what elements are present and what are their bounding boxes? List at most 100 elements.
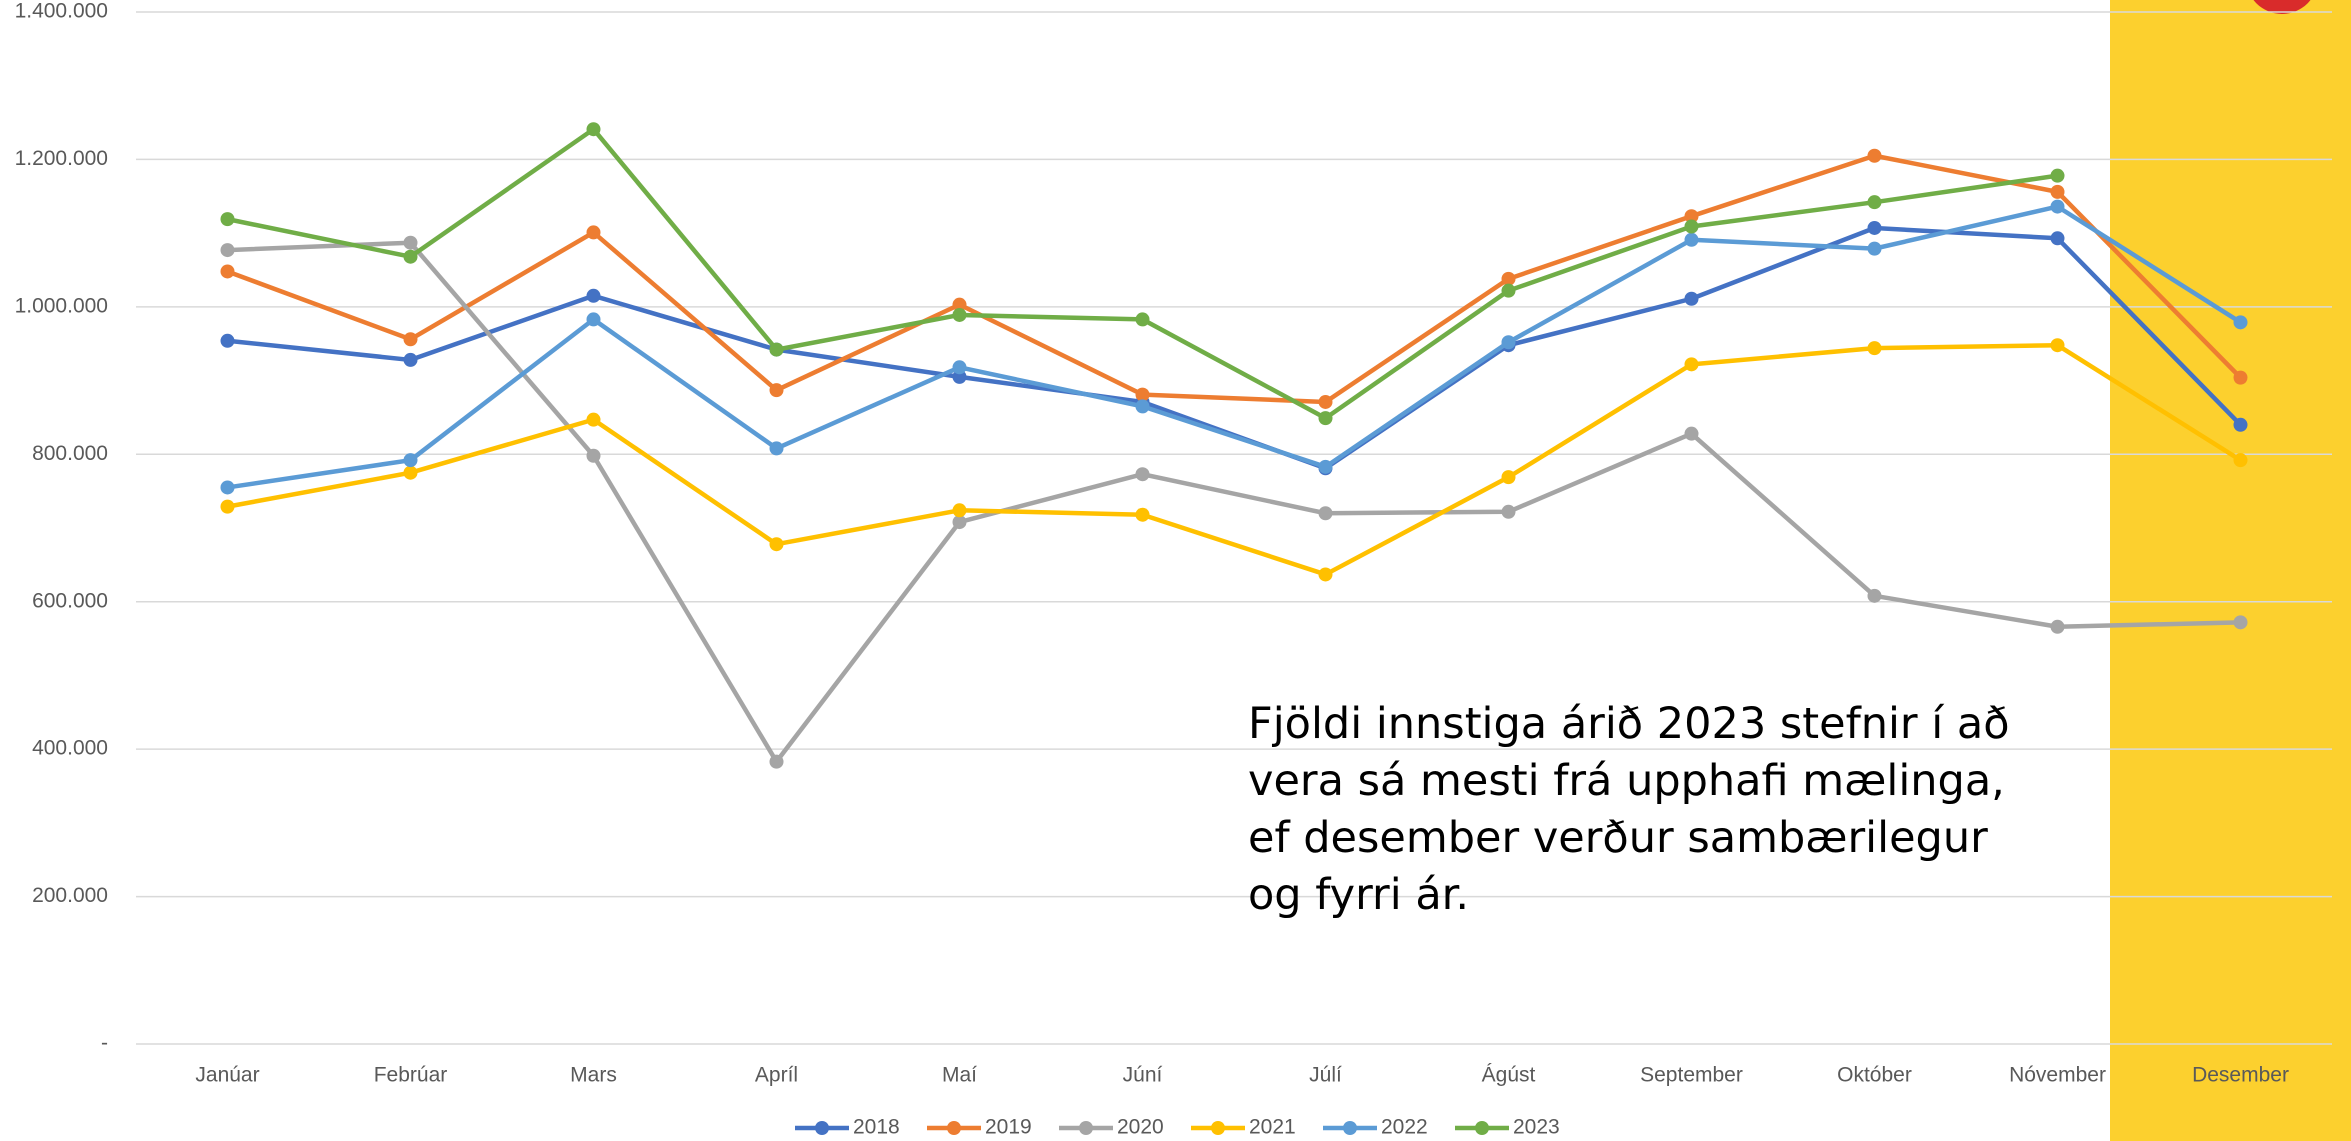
- data-point: [403, 249, 418, 264]
- legend-marker: [1475, 1121, 1489, 1135]
- data-point: [586, 412, 601, 427]
- x-tick-label: Mars: [570, 1064, 617, 1087]
- y-tick-label: 800.000: [32, 442, 108, 465]
- legend-label: 2019: [985, 1116, 1032, 1139]
- data-point: [1501, 283, 1516, 298]
- series-line: [227, 204, 2242, 490]
- data-point: [769, 383, 784, 398]
- data-point: [1867, 195, 1882, 210]
- data-point: [1867, 588, 1882, 603]
- data-point: [1684, 426, 1699, 441]
- y-tick-label: 200.000: [32, 884, 108, 907]
- data-point: [1135, 387, 1150, 402]
- data-point: [2050, 619, 2065, 634]
- data-point: [586, 288, 601, 303]
- data-point: [586, 122, 601, 137]
- data-point: [769, 754, 784, 769]
- data-point: [2233, 370, 2248, 385]
- data-point: [1318, 459, 1333, 474]
- data-point: [2050, 168, 2065, 183]
- data-point: [952, 503, 967, 518]
- x-tick-label: Júní: [1123, 1064, 1163, 1087]
- data-point: [2233, 417, 2248, 432]
- data-point: [220, 333, 235, 348]
- data-point: [952, 360, 967, 375]
- x-tick-label: Maí: [942, 1064, 977, 1087]
- data-point: [1135, 399, 1150, 414]
- data-point: [1135, 467, 1150, 482]
- data-point: [220, 212, 235, 227]
- data-point: [1318, 411, 1333, 426]
- legend-marker: [815, 1121, 829, 1135]
- data-point: [2233, 453, 2248, 468]
- data-point: [952, 307, 967, 322]
- x-tick-label: Janúar: [195, 1064, 259, 1087]
- data-point: [1867, 220, 1882, 235]
- x-tick-label: Október: [1837, 1064, 1912, 1087]
- data-point: [2233, 615, 2248, 630]
- data-point: [769, 537, 784, 552]
- annotation: Fjöldi innstiga árið 2023 stefnir í að v…: [1248, 699, 2010, 920]
- x-tick-label: September: [1640, 1064, 1743, 1087]
- logo: [2253, 0, 2311, 14]
- legend-label: 2022: [1381, 1116, 1428, 1139]
- data-point: [1684, 357, 1699, 372]
- legend-label: 2018: [853, 1116, 900, 1139]
- data-point: [1867, 148, 1882, 163]
- data-point: [403, 235, 418, 250]
- y-tick-label: 1.400.000: [15, 0, 108, 23]
- data-point: [2050, 199, 2065, 214]
- series-line: [227, 126, 2058, 421]
- data-point: [1318, 567, 1333, 582]
- data-point: [1867, 241, 1882, 256]
- highlight-band: [2110, 0, 2351, 1141]
- data-point: [220, 264, 235, 279]
- data-point: [403, 332, 418, 347]
- legend-label: 2023: [1513, 1116, 1560, 1139]
- x-tick-label: Nóvember: [2009, 1064, 2106, 1087]
- data-point: [586, 225, 601, 240]
- series-line: [227, 240, 2241, 764]
- y-tick-label: -: [101, 1032, 108, 1055]
- data-point: [1501, 504, 1516, 519]
- x-tick-label: Apríl: [755, 1064, 798, 1087]
- data-point: [1684, 232, 1699, 247]
- data-point: [952, 297, 967, 312]
- data-point: [220, 499, 235, 514]
- data-point: [769, 342, 784, 357]
- series-line: [226, 153, 2243, 405]
- legend-marker: [1211, 1121, 1225, 1135]
- data-point: [2050, 184, 2065, 199]
- data-point: [2050, 338, 2065, 353]
- y-tick-label: 1.000.000: [15, 294, 108, 317]
- data-point: [403, 465, 418, 480]
- data-point: [2233, 315, 2248, 330]
- x-tick-label: Desember: [2192, 1064, 2289, 1087]
- y-tick-label: 1.200.000: [15, 147, 108, 170]
- legend-marker: [947, 1121, 961, 1135]
- legend-label: 2020: [1117, 1116, 1164, 1139]
- data-point: [1867, 341, 1882, 356]
- data-point: [586, 312, 601, 327]
- x-tick-label: Febrúar: [374, 1064, 448, 1087]
- data-point: [403, 453, 418, 468]
- data-point: [952, 369, 967, 384]
- data-point: [1318, 394, 1333, 409]
- data-point: [952, 515, 967, 530]
- data-point: [1501, 470, 1516, 485]
- x-tick-label: Júlí: [1309, 1064, 1342, 1087]
- data-point: [1135, 507, 1150, 522]
- data-point: [220, 243, 235, 258]
- data-point: [1684, 219, 1699, 234]
- legend-marker: [1079, 1121, 1093, 1135]
- data-point: [769, 441, 784, 456]
- data-point: [1501, 271, 1516, 286]
- data-point: [1684, 209, 1699, 224]
- data-point: [1318, 506, 1333, 521]
- data-point: [1501, 335, 1516, 350]
- y-tick-label: 400.000: [32, 737, 108, 760]
- data-point: [1684, 291, 1699, 306]
- data-point: [2050, 231, 2065, 246]
